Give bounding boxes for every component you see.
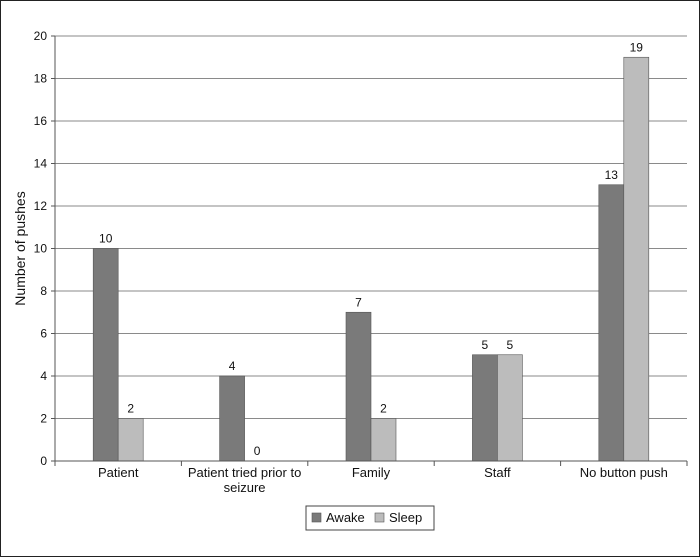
y-tick-label: 10 (34, 242, 48, 256)
legend: Awake Sleep (305, 505, 435, 531)
y-tick-label: 4 (40, 369, 47, 383)
data-label: 0 (254, 444, 261, 458)
y-tick-label: 20 (34, 29, 48, 43)
data-label: 5 (507, 338, 514, 352)
data-label: 10 (99, 232, 113, 246)
y-tick-label: 6 (40, 327, 47, 341)
x-tick-label: Family (352, 465, 391, 480)
y-axis-title: Number of pushes (12, 191, 28, 305)
x-tick-label: Patient tried prior to seizure (188, 465, 301, 495)
bar-sleep (370, 418, 397, 462)
bar-sleep (117, 418, 144, 462)
bar-awake (598, 184, 625, 462)
legend-label: Sleep (389, 510, 422, 525)
bars (92, 56, 650, 462)
bar-sleep (497, 354, 523, 462)
y-tick-label: 2 (40, 412, 47, 426)
y-tick-label: 0 (40, 454, 47, 468)
data-label: 2 (127, 402, 134, 416)
data-label: 19 (630, 40, 644, 54)
data-label: 4 (229, 359, 236, 373)
legend-swatch (311, 512, 322, 523)
legend-swatch (374, 512, 385, 523)
x-tick-label: Staff (484, 465, 511, 480)
bar-awake (92, 248, 119, 462)
y-tick-label: 16 (34, 114, 48, 128)
bar-awake (472, 354, 498, 462)
legend-box (305, 505, 435, 531)
bar-awake (345, 311, 372, 462)
y-tick-label: 8 (40, 284, 47, 298)
y-tick-label: 18 (34, 72, 48, 86)
bar-sleep (623, 56, 650, 462)
data-label: 5 (482, 338, 489, 352)
gridlines (55, 35, 687, 462)
legend-label: Awake (326, 510, 365, 525)
data-label: 13 (605, 168, 619, 182)
x-tick-label: Patient (98, 465, 139, 480)
data-label: 7 (355, 295, 362, 309)
y-tick-label: 14 (34, 157, 48, 171)
bar-awake (219, 375, 245, 462)
y-tick-label: 12 (34, 199, 48, 213)
x-tick-label: No button push (580, 465, 668, 480)
axes (51, 35, 688, 466)
data-label: 2 (380, 402, 387, 416)
